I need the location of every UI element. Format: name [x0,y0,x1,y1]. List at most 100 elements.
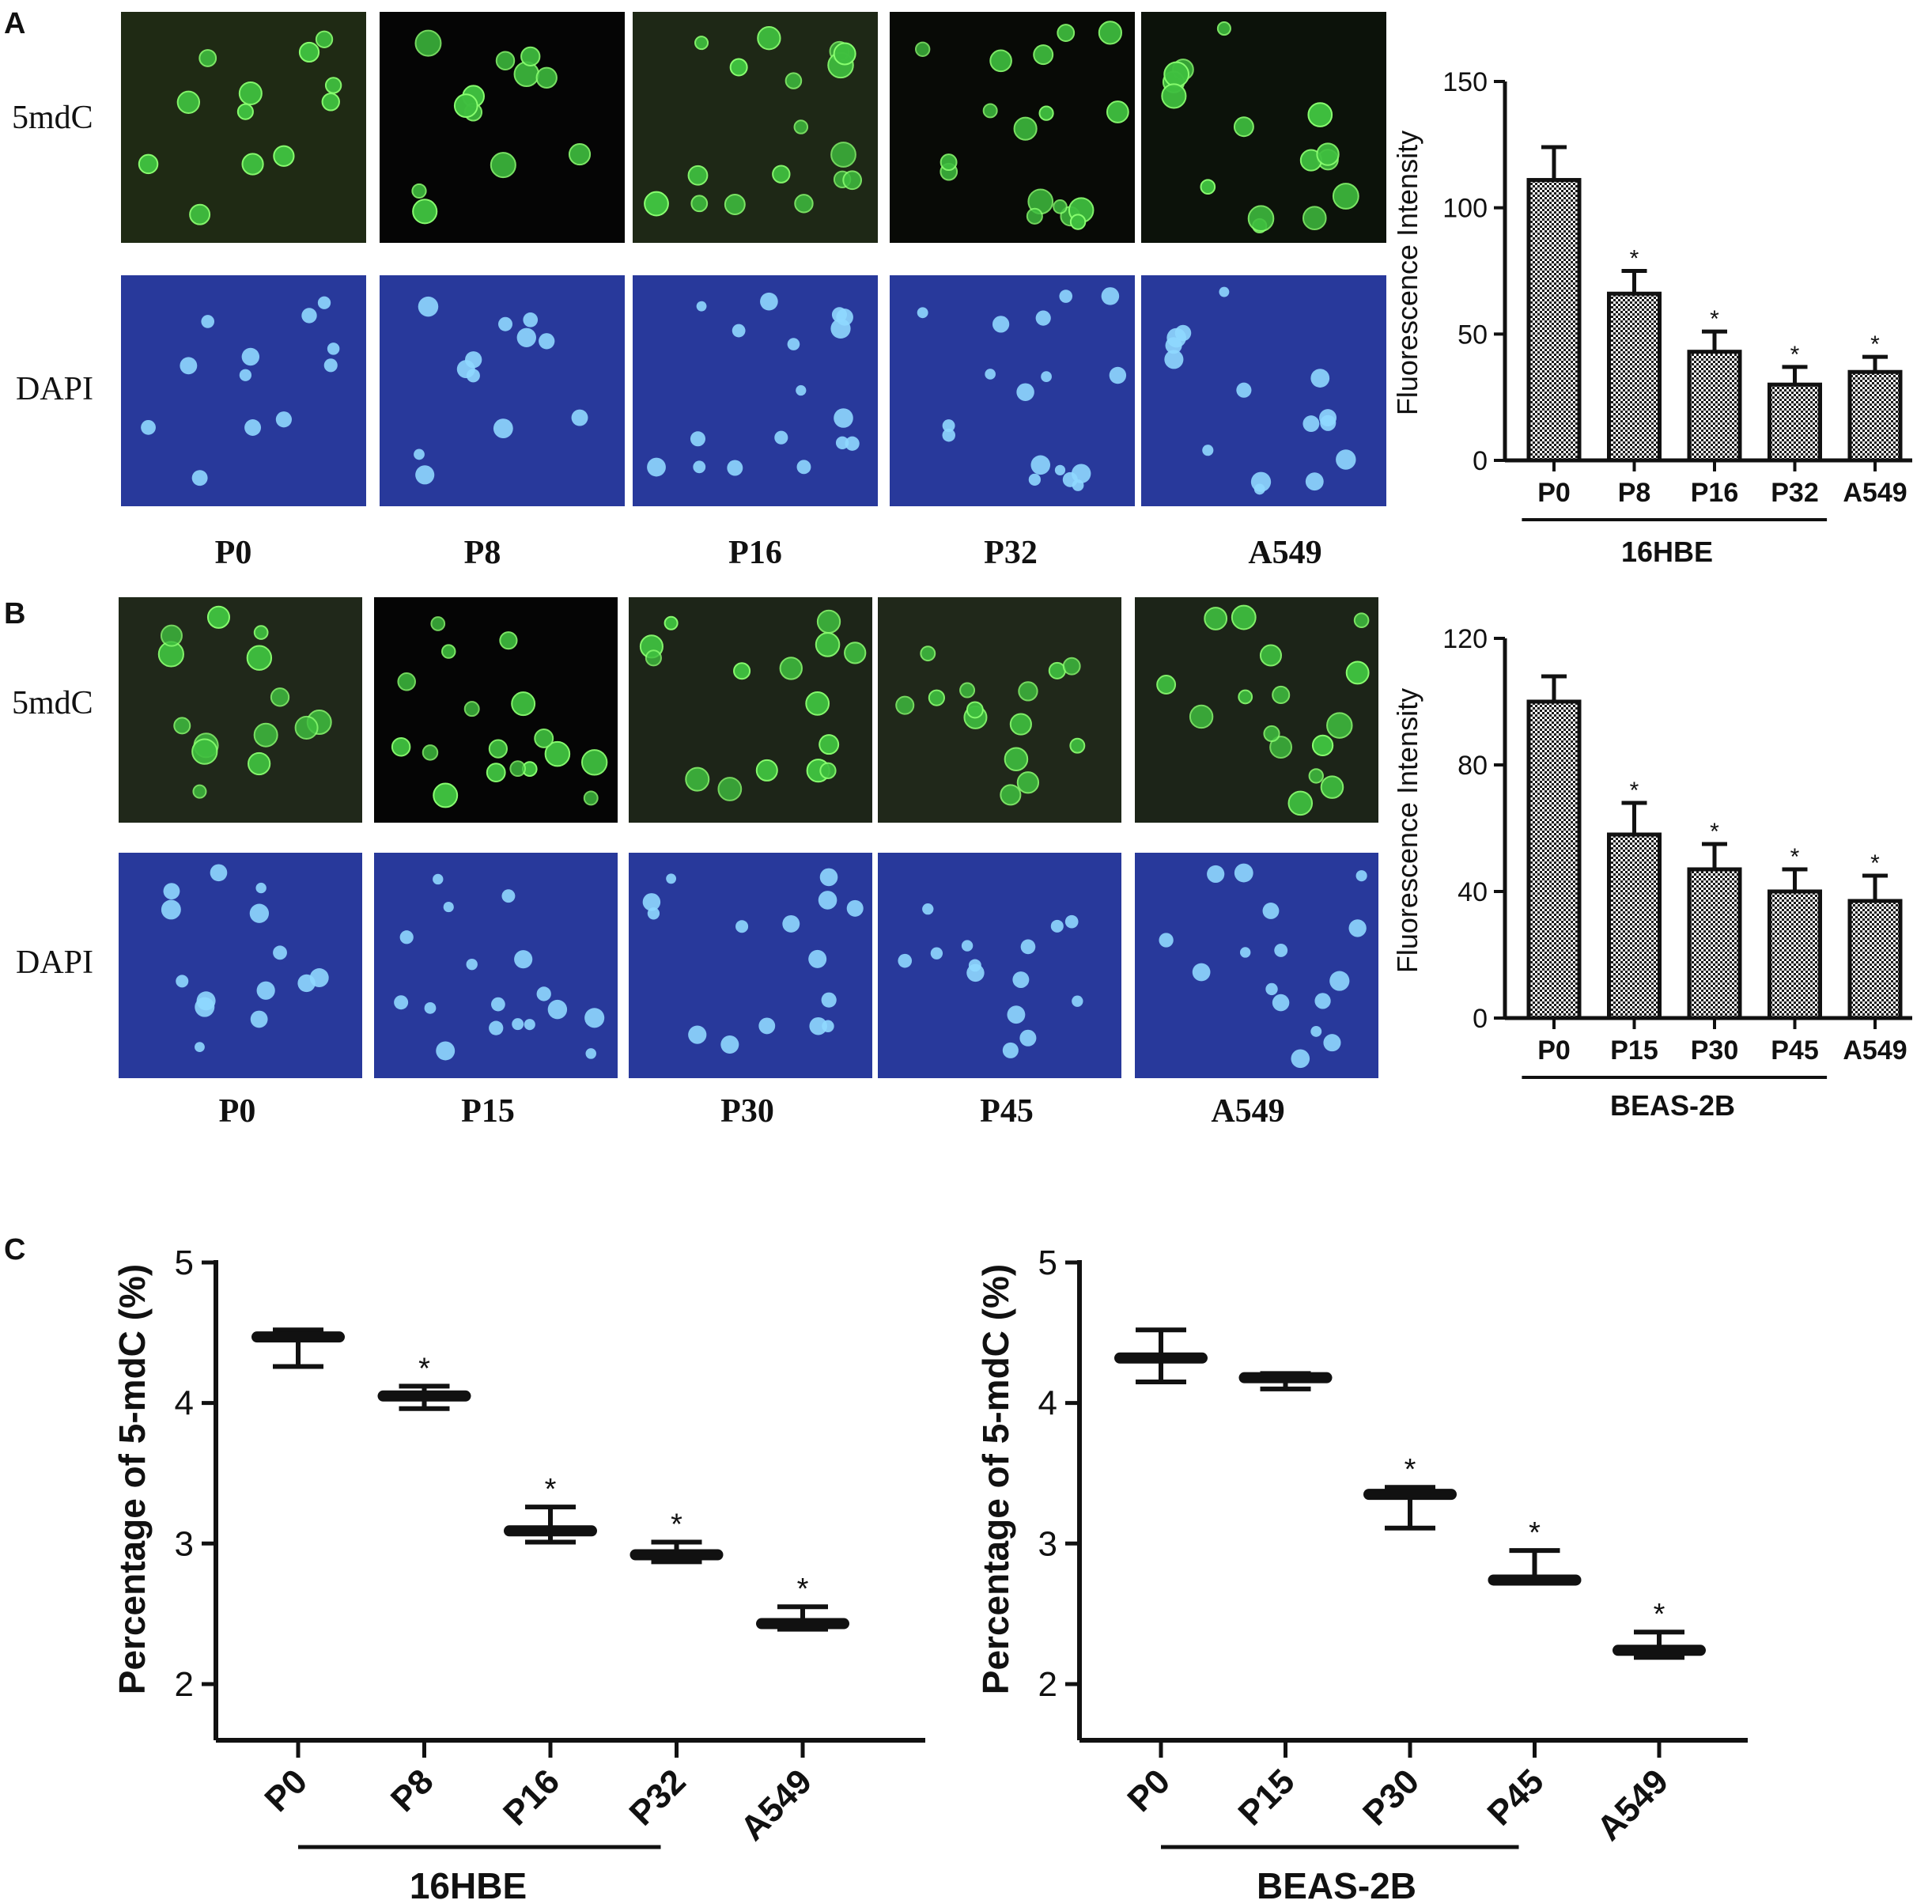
panel-b-5mdc-nucleus [1231,604,1257,630]
panel-b-5mdc-nucleus [664,615,679,630]
panel-b-dapi-nucleus [1050,919,1064,933]
panel-c-16hbe-y-tick-label: 5 [175,1243,194,1282]
panel-a-dapi-nucleus [942,428,956,442]
panel-a-column-labels: P0 P8 P16 P32 A549 [215,535,1322,571]
panel-a-bar [1847,369,1903,463]
panel-a-5mdc-nucleus [490,152,516,179]
panel-b-micrographs [119,597,1378,1078]
panel-c-16hbe-y-axis-label: Percentage of 5-mdC (%) [112,1264,153,1694]
panel-a-dapi-nucleus [693,460,706,474]
panel-a-5mdc-nucleus [842,170,863,191]
panel-b-5mdc-nucleus [191,738,218,765]
panel-c-beas2b-y-tick-label: 4 [1038,1384,1057,1423]
panel-b-dapi-nucleus [647,907,660,920]
panel-a-5mdc-nucleus [1053,199,1068,214]
panel-a-dapi-nucleus [241,347,260,366]
panel-b-5mdc-nucleus [1320,775,1344,799]
panel-b-5mdc-nucleus [1048,661,1066,679]
panel-b-dapi-nucleus [195,1042,205,1053]
panel-b-dapi-nucleus [809,1016,827,1035]
panel-b-dapi-nucleus [249,903,270,923]
panel-b-dapi-nucleus [642,893,661,911]
panel-b-5mdc-nucleus [253,722,278,748]
panel-a-5mdc-nucleus [1307,102,1333,127]
panel-a-significance-star: * [1710,306,1719,332]
panel-a-y-tick-label: 100 [1442,194,1488,224]
panel-a-dapi-nucleus [201,315,215,328]
panel-a-dapi-nucleus [571,409,588,426]
panel-a-5mdc-nucleus [794,194,814,214]
panel-b-dapi-nucleus [821,992,837,1008]
panel-b-5mdc-nucleus [1345,661,1370,685]
panel-b-dapi-nucleus [735,920,749,933]
panel-a-5mdc-nucleus [1038,105,1054,121]
panel-b-dapi-nucleus [1019,1029,1037,1047]
panel-a-dapi-nucleus [1016,383,1034,401]
panel-a-5mdc-nucleus [1057,24,1076,42]
panel-b-5mdc-nucleus [1156,675,1177,695]
panel-a-5mdc-nucleus [453,93,478,118]
panel-b-5mdc-nucleus [733,662,751,680]
panel-c-16hbe-y-tick-label: 3 [175,1524,194,1563]
panel-b-x-tick-label: A549 [1843,1035,1907,1066]
panel-b-dapi-nucleus [1020,939,1036,955]
panel-a-dapi-nucleus [1109,366,1127,384]
panel-a-dapi-nucleus [774,430,788,445]
panel-a-5mdc-nucleus [1332,183,1359,210]
panel-b-5mdc-nucleus [1004,747,1029,771]
panel-c-16hbe-y-tick-label: 4 [175,1384,194,1423]
panel-a-dapi-nucleus [796,460,811,475]
panel-a-5mdc-nucleus [414,29,442,57]
panel-a-5mdc-nucleus [989,49,1012,73]
panel-a-row-label-dapi: DAPI [16,371,93,407]
panel-a-5mdc-nucleus [1216,21,1231,36]
panel-b-row-label-dapi: DAPI [16,944,93,981]
panel-b-5mdc-nucleus [1204,607,1228,630]
panel-b-dapi-image [878,853,1121,1078]
panel-a-5mdc-nucleus [1200,179,1216,195]
panel-c-16hbe-x-tick-label: P16 [496,1762,567,1833]
panel-b-group-label: BEAS-2B [1610,1089,1735,1122]
panel-a-dapi-nucleus [1319,409,1337,427]
panel-a-5mdc-nucleus [724,194,746,215]
panel-a-column-label: P8 [464,535,501,571]
panel-b-bar [1768,889,1822,1020]
panel-b-column-label: P45 [980,1093,1034,1130]
panel-b-dapi-nucleus [1012,971,1030,989]
panel-b-5mdc-nucleus [1287,790,1314,816]
panel-b-dapi-nucleus [1291,1049,1310,1069]
panel-a-5mdc-nucleus [513,61,540,88]
panel-b-dapi-nucleus [1064,914,1079,929]
panel-a-column-label: P0 [215,535,252,571]
panel-c-beas2b-y-tick-label: 3 [1038,1524,1057,1563]
panel-b-dapi-image [119,853,362,1078]
panel-b-5mdc-nucleus [294,715,319,740]
panel-b-dapi-nucleus [1274,944,1288,957]
panel-a-x-tick-label: P8 [1618,478,1651,508]
panel-a-5mdc-nucleus [772,165,791,184]
panel-a-dapi-nucleus [418,296,439,317]
panel-a-5mdc-nucleus [535,66,558,89]
panel-a-5mdc-nucleus [298,41,320,63]
panel-a-dapi-image [890,275,1135,506]
panel-b-5mdc-nucleus [1259,644,1283,667]
panel-a-dapi-nucleus [1202,445,1214,456]
panel-b-5mdc-nucleus [1069,737,1086,754]
panel-c-16hbe-x-tick-label: P0 [257,1762,315,1819]
panel-b-dapi-nucleus [424,1001,437,1014]
panel-b-5mdc-nucleus [544,740,571,767]
panel-b-dapi-nucleus [195,997,215,1017]
panel-b-dapi-nucleus [846,899,864,917]
panel-a-x-tick-label: A549 [1843,478,1907,508]
panel-b-5mdc-nucleus [1269,736,1293,759]
panel-a-x-tick-label: P0 [1537,478,1571,508]
panel-c-beas2b-y-tick-label: 5 [1038,1243,1057,1282]
panel-b-5mdc-nucleus [397,672,416,691]
panel-b-x-tick-label: P0 [1537,1035,1571,1066]
panel-a-dapi-nucleus [244,419,262,436]
panel-a-5mdc-nucleus [793,119,809,134]
panel-a-dapi-nucleus [787,338,800,350]
panel-b-5mdc-nucleus [1326,712,1353,739]
panel-c-beas2b-x-tick-label: P30 [1355,1762,1427,1833]
panel-b-5mdc-nucleus [1311,734,1334,757]
